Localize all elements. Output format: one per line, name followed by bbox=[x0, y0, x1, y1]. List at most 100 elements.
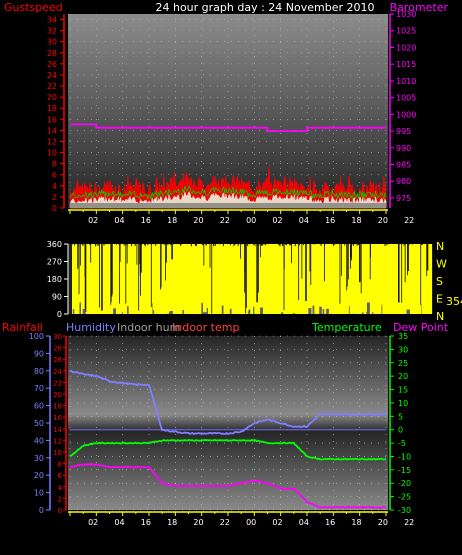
time-tick-label: 22 bbox=[404, 518, 414, 527]
temperature-tick-label: -10 bbox=[398, 452, 411, 461]
direction-bar bbox=[361, 312, 364, 314]
time-tick-label: 04 bbox=[299, 216, 309, 225]
direction-bar bbox=[308, 308, 312, 314]
gust-tick-label: 22 bbox=[47, 82, 57, 91]
panel1-background bbox=[68, 14, 388, 208]
direction-bar bbox=[372, 311, 374, 314]
rainfall-tick-label: 2 bbox=[58, 495, 62, 503]
barometer-tick-label: 1000 bbox=[396, 110, 416, 119]
humidity-tick-label: 30 bbox=[34, 454, 44, 463]
direction-tick-label: 0 bbox=[57, 310, 62, 319]
compass-label: N bbox=[436, 310, 444, 323]
direction-tick-label: 270 bbox=[47, 258, 62, 267]
direction-bar bbox=[203, 312, 207, 314]
panel3-series bbox=[69, 369, 387, 509]
time-tick-label: 02 bbox=[88, 518, 98, 527]
time-tick-label: 00 bbox=[246, 518, 256, 527]
time-tick-label: 18 bbox=[351, 518, 361, 527]
time-tick-label: 00 bbox=[246, 216, 256, 225]
gust-tick-label: 16 bbox=[47, 115, 57, 124]
rainfall-tick-label: 16 bbox=[53, 414, 62, 422]
gust-tick-label: 26 bbox=[47, 60, 57, 69]
gust-tick-label: 14 bbox=[47, 126, 57, 135]
direction-bar bbox=[153, 310, 155, 314]
time-tick-label: 20 bbox=[193, 216, 203, 225]
rainfall-tick-label: 20 bbox=[53, 391, 62, 399]
barometer-header: Barometer bbox=[390, 1, 449, 14]
direction-bar bbox=[420, 304, 422, 314]
direction-bar bbox=[365, 311, 367, 314]
humidity-tick-label: 0 bbox=[39, 506, 44, 515]
time-tick-label: 16 bbox=[141, 216, 151, 225]
temperature-tick-label: 10 bbox=[398, 399, 408, 408]
dew-point-line bbox=[69, 463, 387, 509]
humidity-tick-label: 50 bbox=[34, 419, 44, 428]
direction-bar bbox=[113, 308, 116, 314]
temperature-tick-label: 5 bbox=[398, 412, 403, 421]
average-wind-line bbox=[69, 185, 387, 201]
time-tick-label: 20 bbox=[378, 216, 388, 225]
gust-tick-label: 8 bbox=[52, 160, 57, 169]
gust-tick-label: 20 bbox=[47, 93, 57, 102]
time-tick-label: 18 bbox=[167, 216, 177, 225]
direction-bar bbox=[122, 312, 124, 314]
humidity-tick-label: 80 bbox=[34, 367, 44, 376]
direction-bar bbox=[152, 303, 153, 314]
direction-fill bbox=[72, 244, 432, 314]
rainfall-tick-label: 8 bbox=[58, 461, 62, 469]
time-tick-label: 16 bbox=[141, 518, 151, 527]
barometer-tick-label: 990 bbox=[396, 144, 411, 153]
humidity-label: Humidity bbox=[66, 321, 116, 334]
gust-series bbox=[69, 166, 387, 209]
rainfall-tick-label: 14 bbox=[53, 426, 62, 434]
rainfall-tick-label: 30 bbox=[53, 333, 62, 341]
barometer-tick-label: 995 bbox=[396, 127, 411, 136]
direction-bar bbox=[248, 309, 251, 314]
time-tick-label: 04 bbox=[114, 216, 124, 225]
time-tick-label: 16 bbox=[325, 216, 335, 225]
direction-bar bbox=[229, 308, 232, 314]
direction-bar bbox=[127, 306, 129, 314]
humidity-temperature-panel: Rainfall Humidity Indoor hum Indoor temp… bbox=[2, 321, 449, 527]
barometer-line bbox=[70, 123, 386, 133]
humidity-axis: 0 10 20 30 40 50 60 70 80 90 100 bbox=[29, 332, 51, 515]
gustspeed-header: Gustspeed bbox=[4, 1, 63, 14]
direction-tick-label: 90 bbox=[52, 293, 62, 302]
direction-bar bbox=[72, 309, 75, 314]
temperature-tick-label: 15 bbox=[398, 386, 408, 395]
temperature-tick-label: 30 bbox=[398, 345, 408, 354]
direction-bar bbox=[82, 308, 86, 314]
rainfall-tick-label: 6 bbox=[58, 472, 63, 480]
humidity-line bbox=[69, 369, 387, 436]
direction-bar bbox=[169, 310, 173, 314]
temperature-tick-label: 25 bbox=[398, 359, 408, 368]
direction-bar bbox=[253, 306, 255, 314]
barometer-tick-label: 1010 bbox=[396, 77, 416, 86]
direction-bar bbox=[381, 304, 383, 314]
humidity-tick-label: 40 bbox=[34, 436, 44, 445]
direction-bar bbox=[366, 302, 370, 314]
rainfall-tick-label: 10 bbox=[53, 449, 62, 457]
time-tick-label: 20 bbox=[193, 518, 203, 527]
temperature-tick-label: -30 bbox=[398, 506, 411, 515]
temperature-label: Temperature bbox=[311, 321, 382, 334]
time-tick-label: 22 bbox=[220, 518, 230, 527]
compass-label: W bbox=[436, 258, 447, 271]
gust-tick-label: 34 bbox=[47, 16, 57, 25]
barometer-axis: 975 980 985 990 995 1000 1005 1010 1015 1020 1025 1… bbox=[389, 10, 416, 208]
temperature-tick-label: 35 bbox=[398, 332, 408, 341]
direction-axis: 0 90 180 270 360 bbox=[47, 240, 69, 319]
rainfall-tick-label: 4 bbox=[58, 484, 63, 492]
barometer-tick-label: 975 bbox=[396, 194, 411, 203]
barometer-tick-label: 1025 bbox=[396, 27, 416, 36]
direction-bar bbox=[319, 306, 322, 314]
rainfall-tick-label: 28 bbox=[53, 345, 62, 353]
direction-tick-label: 180 bbox=[47, 275, 62, 284]
rainfall-tick-label: 26 bbox=[53, 356, 62, 364]
gust-tick-label: 12 bbox=[47, 137, 57, 146]
direction-bar bbox=[293, 313, 295, 314]
direction-bar bbox=[247, 310, 249, 314]
